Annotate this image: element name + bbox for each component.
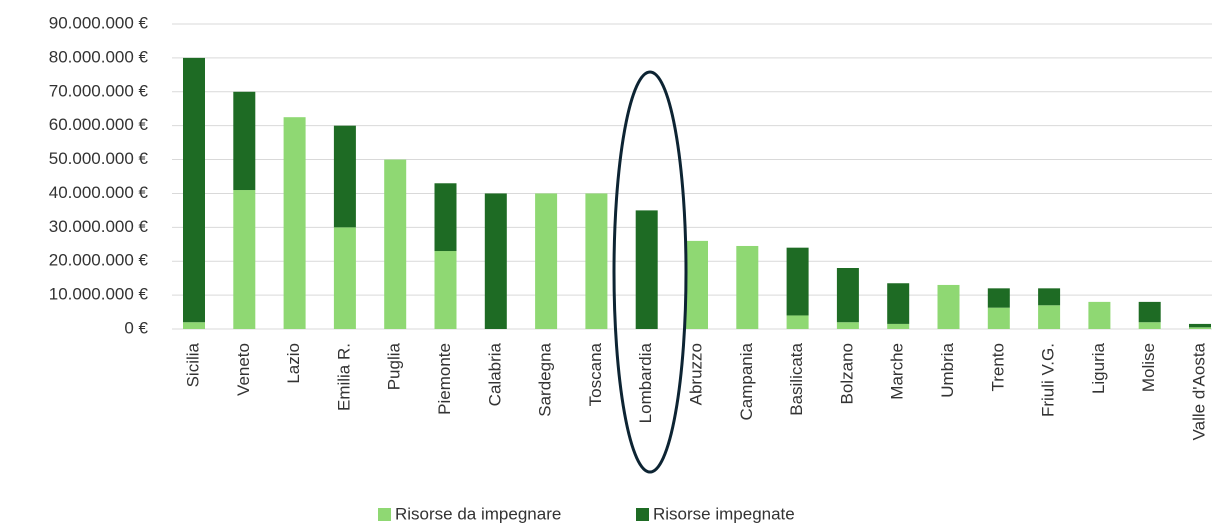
bar-segment <box>937 284 960 329</box>
bar-segment <box>434 183 457 252</box>
bar-segment <box>635 210 658 329</box>
y-tick-label: 20.000.000 € <box>49 251 149 270</box>
bar-segment <box>1189 323 1211 328</box>
bar-segment <box>1088 301 1111 329</box>
x-tick-label: Sicilia <box>183 342 202 387</box>
x-tick-label: Marche <box>888 343 907 400</box>
bar-segment <box>1138 322 1161 329</box>
bars <box>183 57 1211 329</box>
x-tick-label: Basilicata <box>787 342 806 415</box>
bar-segment <box>836 268 859 323</box>
bar-segment <box>987 307 1010 329</box>
bar-segment <box>786 247 809 316</box>
bar-segment <box>434 251 457 329</box>
y-tick-label: 80.000.000 € <box>49 47 149 66</box>
x-tick-label: Campania <box>737 342 756 420</box>
bar-segment <box>283 117 306 329</box>
x-tick-label: Valle d'Aosta <box>1189 342 1208 440</box>
bar-segment <box>233 190 256 329</box>
bar-segment <box>836 322 859 329</box>
y-tick-label: 50.000.000 € <box>49 149 149 168</box>
x-tick-label: Liguria <box>1089 342 1108 394</box>
x-tick-label: Friuli V.G. <box>1039 343 1058 417</box>
legend-label: Risorse da impegnare <box>395 504 561 523</box>
bar-segment <box>183 57 205 323</box>
bar-segment <box>1038 288 1061 306</box>
x-tick-label: Toscana <box>586 342 605 406</box>
x-tick-label: Abruzzo <box>686 343 705 405</box>
y-tick-label: 60.000.000 € <box>49 115 149 134</box>
bar-segment <box>1189 327 1211 329</box>
bar-segment <box>233 91 256 191</box>
legend-swatch <box>636 508 649 521</box>
legend-label: Risorse impegnate <box>653 504 795 523</box>
x-tick-label: Calabria <box>485 342 504 406</box>
bar-segment <box>535 193 558 329</box>
x-tick-label: Sardegna <box>536 342 555 416</box>
y-tick-label: 30.000.000 € <box>49 217 149 236</box>
bar-segment <box>333 125 356 228</box>
bar-segment <box>987 288 1010 308</box>
highlight-ellipse <box>612 70 688 474</box>
bar-segment <box>183 322 205 329</box>
y-tick-label: 40.000.000 € <box>49 183 149 202</box>
x-tick-label: Lombardia <box>636 342 655 423</box>
x-tick-label: Emilia R. <box>334 343 353 411</box>
bar-segment <box>1138 301 1161 323</box>
x-tick-label: Umbria <box>938 342 957 397</box>
bar-segment <box>786 315 809 329</box>
x-tick-label: Bolzano <box>837 343 856 404</box>
bar-segment <box>333 227 356 329</box>
y-tick-label: 10.000.000 € <box>49 285 149 304</box>
y-tick-label: 70.000.000 € <box>49 81 149 100</box>
bar-segment <box>887 323 910 329</box>
y-tick-label: 90.000.000 € <box>49 13 149 32</box>
x-tick-label: Veneto <box>234 343 253 396</box>
bar-segment <box>1038 305 1061 329</box>
bar-segment <box>736 245 759 329</box>
bar-segment <box>384 159 407 329</box>
legend-swatch <box>378 508 391 521</box>
x-tick-label: Piemonte <box>435 343 454 415</box>
x-tick-label: Lazio <box>284 343 303 384</box>
bar-segment <box>484 193 507 329</box>
x-tick-label: Puglia <box>385 342 404 390</box>
bar-segment <box>585 193 608 329</box>
y-tick-label: 0 € <box>124 318 148 337</box>
x-tick-label: Trento <box>988 343 1007 392</box>
bar-segment <box>686 240 708 329</box>
bar-segment <box>887 283 910 324</box>
x-tick-label: Molise <box>1139 343 1158 392</box>
